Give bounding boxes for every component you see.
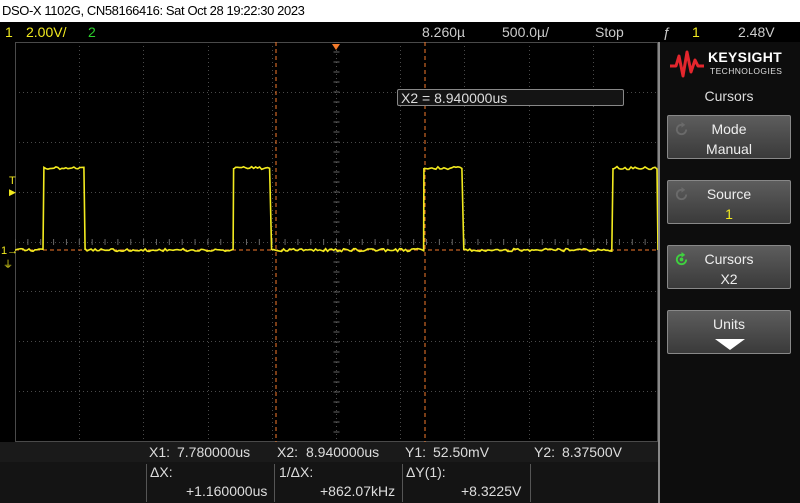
softkey-value: 1 [668, 206, 790, 222]
x2-cursor-readout: X2 = 8.940000us [397, 89, 624, 106]
cursor-values-row: X1: 7.780000us X2: 8.940000us Y1: 52.50m… [0, 442, 658, 462]
softkey-label: Units [668, 316, 790, 332]
divider [146, 464, 147, 502]
title-bar: DSO-X 1102G, CN58166416: Sat Oct 28 19:2… [0, 0, 800, 22]
softkey-value: Manual [668, 141, 790, 157]
softkey-label: Source [668, 186, 790, 202]
brand-subtitle: TECHNOLOGIES [710, 66, 782, 76]
ground-icon: ⏚ [3, 256, 13, 271]
mode-softkey[interactable]: Mode Manual [667, 115, 791, 159]
x1-value: 7.780000us [177, 444, 250, 460]
trigger-level: 2.48V [738, 22, 775, 42]
ch1-number[interactable]: 1 [5, 22, 13, 42]
measurement-bar: X1: 7.780000us X2: 8.940000us Y1: 52.50m… [0, 442, 658, 503]
divider [402, 464, 403, 502]
divider [274, 464, 275, 502]
delta-x-value: +1.160000us [186, 483, 267, 499]
submenu-arrow-icon [715, 339, 745, 351]
ch2-number[interactable]: 2 [88, 22, 96, 42]
trigger-position-marker [332, 44, 340, 50]
menu-title: Cursors [660, 88, 798, 104]
units-softkey[interactable]: Units [667, 310, 791, 354]
delta-y-label: ΔY(1): [406, 464, 446, 480]
trigger-channel: 1 [692, 22, 700, 42]
delta-x-label: ΔX: [150, 464, 173, 480]
y2-label: Y2: [534, 444, 555, 460]
time-position: 8.260µ [422, 22, 465, 42]
trigger-arrow-icon: ▶ [9, 187, 16, 198]
cursors-softkey[interactable]: Cursors X2 [667, 245, 791, 289]
trigger-level-marker: T [9, 176, 16, 187]
trigger-icon: ƒ [663, 22, 671, 42]
y1-value: 52.50mV [433, 444, 489, 460]
inverse-delta-x-label: 1/ΔX: [279, 464, 313, 480]
y1-label: Y1: [405, 444, 426, 460]
run-state: Stop [595, 22, 624, 42]
divider [530, 464, 531, 502]
brand-name: KEYSIGHT [708, 49, 782, 65]
title-text: DSO-X 1102G, CN58166416: Sat Oct 28 19:2… [0, 3, 304, 18]
x2-value: 8.940000us [306, 444, 379, 460]
delta-values-row: ΔX: +1.160000us 1/ΔX: +862.07kHz ΔY(1): … [0, 462, 658, 503]
time-scale: 500.0µ/ [502, 22, 549, 42]
softkey-value: X2 [668, 271, 790, 287]
inverse-delta-x-value: +862.07kHz [320, 483, 395, 499]
status-bar: 1 2.00V/ 2 8.260µ 500.0µ/ Stop ƒ 1 2.48V [0, 22, 800, 42]
source-softkey[interactable]: Source 1 [667, 180, 791, 224]
delta-y-value: +8.3225V [461, 483, 521, 499]
softkey-label: Mode [668, 121, 790, 137]
softkey-label: Cursors [668, 251, 790, 267]
y2-value: 8.37500V [562, 444, 622, 460]
x1-label: X1: [149, 444, 170, 460]
ch1-scale[interactable]: 2.00V/ [26, 22, 66, 42]
x2-label: X2: [277, 444, 298, 460]
